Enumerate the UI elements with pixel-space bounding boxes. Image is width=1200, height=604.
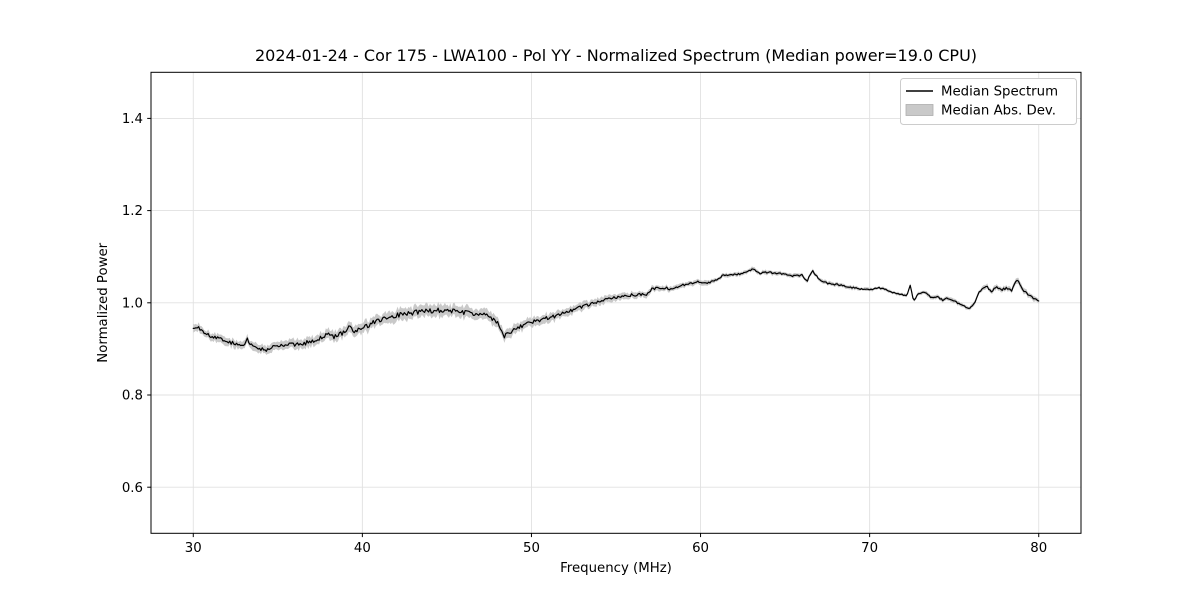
legend-patch-sample	[905, 104, 934, 116]
legend-box	[900, 78, 1077, 125]
y-axis-label: Normalized Power	[96, 242, 111, 362]
x-tick-label: 80	[1030, 541, 1047, 556]
x-tick-label: 60	[692, 541, 709, 556]
y-tick-label: 0.8	[122, 389, 143, 404]
x-tick-labels: 30 40 50 60 70 80	[185, 541, 1047, 556]
chart-title: 2024-01-24 - Cor 175 - LWA100 - Pol YY -…	[255, 46, 977, 65]
x-tick-label: 40	[354, 541, 371, 556]
legend-label-median-spectrum: Median Spectrum	[941, 85, 1058, 100]
x-axis-label: Frequency (MHz)	[560, 561, 672, 576]
tick-marks	[147, 117, 1040, 538]
y-tick-label: 1.4	[122, 112, 143, 127]
y-tick-label: 1.0	[122, 296, 143, 311]
x-tick-label: 30	[185, 541, 202, 556]
y-tick-label: 1.2	[122, 204, 143, 219]
y-tick-label: 0.6	[122, 481, 143, 496]
median-spectrum-line	[192, 268, 1040, 352]
x-tick-label: 70	[861, 541, 878, 556]
legend: Median Spectrum Median Abs. Dev.	[900, 78, 1077, 125]
x-tick-label: 50	[523, 541, 540, 556]
legend-label-median-abs-dev: Median Abs. Dev.	[941, 104, 1056, 119]
y-tick-labels: 0.6 0.8 1.0 1.2 1.4	[122, 112, 143, 496]
